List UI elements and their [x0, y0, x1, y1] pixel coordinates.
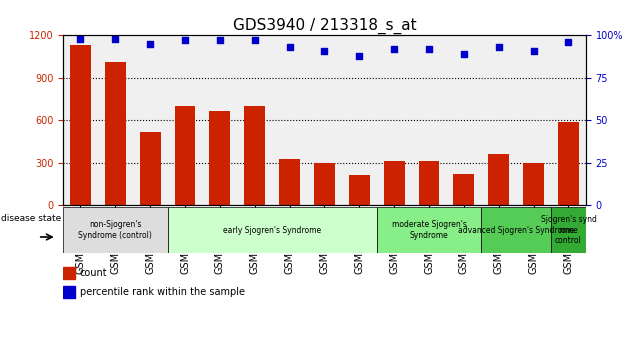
Point	[354, 53, 364, 59]
Bar	[384, 161, 404, 205]
Point	[529, 48, 539, 53]
Point	[215, 38, 225, 43]
Bar	[105, 62, 126, 205]
Text: non-Sjogren's
Syndrome (control): non-Sjogren's Syndrome (control)	[78, 221, 152, 240]
Bar	[63, 286, 74, 298]
Bar	[175, 106, 195, 205]
Bar	[279, 159, 300, 205]
Bar	[63, 267, 74, 279]
Title: GDS3940 / 213318_s_at: GDS3940 / 213318_s_at	[232, 18, 416, 34]
Point	[76, 36, 86, 42]
Bar	[377, 207, 481, 253]
Bar	[209, 111, 231, 205]
Bar	[454, 174, 474, 205]
Point	[494, 45, 504, 50]
Point	[249, 38, 260, 43]
Text: moderate Sjogren's
Syndrome: moderate Sjogren's Syndrome	[392, 221, 466, 240]
Bar	[349, 175, 370, 205]
Bar	[488, 154, 509, 205]
Text: disease state: disease state	[1, 214, 62, 223]
Bar	[140, 132, 161, 205]
Bar	[70, 45, 91, 205]
Point	[389, 46, 399, 52]
Bar	[244, 106, 265, 205]
Bar	[314, 163, 335, 205]
Point	[145, 41, 155, 47]
Bar	[63, 207, 168, 253]
Bar	[551, 207, 586, 253]
Text: percentile rank within the sample: percentile rank within the sample	[80, 287, 244, 297]
Text: advanced Sjogren's Syndrome: advanced Sjogren's Syndrome	[458, 225, 574, 235]
Bar	[558, 122, 579, 205]
Text: count: count	[80, 268, 107, 278]
Point	[285, 45, 295, 50]
Point	[424, 46, 434, 52]
Bar	[481, 207, 551, 253]
Point	[459, 51, 469, 57]
Bar	[418, 161, 440, 205]
Bar	[523, 163, 544, 205]
Point	[180, 38, 190, 43]
Bar	[168, 207, 377, 253]
Point	[563, 39, 573, 45]
Text: Sjogren's synd
rome
control: Sjogren's synd rome control	[541, 215, 597, 245]
Text: early Sjogren's Syndrome: early Sjogren's Syndrome	[223, 225, 321, 235]
Point	[319, 48, 329, 53]
Point	[110, 36, 120, 42]
